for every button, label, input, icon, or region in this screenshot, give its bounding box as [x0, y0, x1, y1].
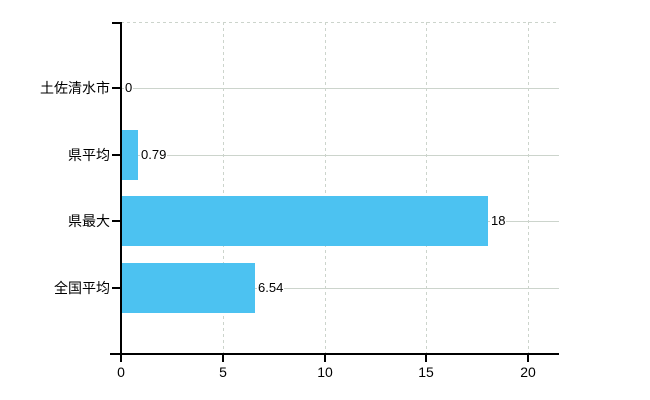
category-tick — [112, 220, 122, 222]
x-axis-tick-label: 5 — [219, 364, 227, 380]
bar-value-label: 0 — [124, 80, 134, 96]
x-axis-line — [110, 353, 559, 355]
x-axis-tick — [527, 355, 529, 362]
x-axis-tick-label: 20 — [520, 364, 536, 380]
plot-top-border — [121, 22, 559, 23]
category-label: 県最大 — [68, 213, 110, 229]
bar-value-label: 18 — [490, 213, 507, 229]
bar — [122, 196, 488, 246]
category-label: 県平均 — [68, 147, 110, 163]
x-axis-tick — [120, 355, 122, 362]
vertical-gridline — [325, 22, 326, 354]
x-axis-tick-label: 15 — [418, 364, 434, 380]
category-label: 全国平均 — [54, 280, 110, 296]
x-axis-tick-label: 0 — [117, 364, 125, 380]
y-axis-line — [120, 22, 122, 362]
y-axis-top-cap — [112, 22, 122, 24]
category-tick — [112, 87, 122, 89]
bar-value-label: 0.79 — [140, 147, 168, 163]
category-label: 土佐清水市 — [40, 80, 110, 96]
horizontal-gridline — [121, 88, 559, 89]
bar-value-label: 6.54 — [257, 280, 285, 296]
vertical-gridline — [528, 22, 529, 354]
category-tick — [112, 287, 122, 289]
vertical-gridline — [426, 22, 427, 354]
horizontal-gridline — [121, 155, 559, 156]
x-axis-tick-label: 10 — [317, 364, 333, 380]
bar — [122, 130, 138, 180]
bar — [122, 263, 255, 313]
x-axis-tick — [324, 355, 326, 362]
vertical-gridline — [223, 22, 224, 354]
x-axis-tick — [425, 355, 427, 362]
x-axis-tick — [222, 355, 224, 362]
horizontal-gridline — [121, 288, 559, 289]
category-tick — [112, 154, 122, 156]
